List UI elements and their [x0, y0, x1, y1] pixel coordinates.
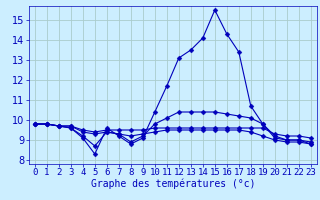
X-axis label: Graphe des températures (°c): Graphe des températures (°c)	[91, 179, 255, 189]
